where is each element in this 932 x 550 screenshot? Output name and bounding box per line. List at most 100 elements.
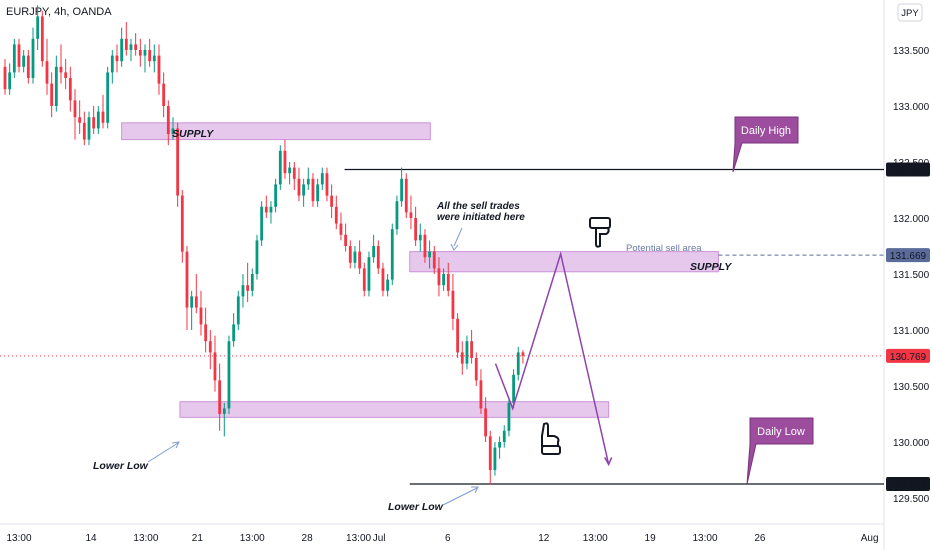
levels-layer bbox=[0, 168, 884, 485]
candle-body bbox=[288, 167, 292, 174]
candle-body bbox=[344, 234, 348, 246]
candle-body bbox=[367, 257, 371, 291]
candle-body bbox=[474, 358, 478, 381]
zone-rect-0 bbox=[121, 122, 431, 141]
candle-body bbox=[409, 212, 413, 218]
lower-low-label-bottom: Lower Low bbox=[388, 501, 444, 513]
x-tick-label: 13:00 bbox=[583, 533, 608, 544]
candle-body bbox=[339, 223, 343, 235]
candle-body bbox=[59, 66, 63, 73]
candle-body bbox=[493, 447, 497, 470]
y-tick-label: 129.500 bbox=[893, 494, 930, 505]
candle-body bbox=[8, 72, 12, 90]
candle-body bbox=[395, 201, 399, 230]
candle-body bbox=[232, 324, 236, 342]
candle-body bbox=[12, 44, 16, 73]
candle-body bbox=[110, 55, 114, 73]
lower-low-left-arrow bbox=[147, 442, 179, 463]
price-tag-dashed-0-text: 131.669 bbox=[890, 251, 927, 262]
candle-body bbox=[138, 50, 142, 56]
candle-body bbox=[101, 111, 105, 123]
sell-trades-note-line1: All the sell trades bbox=[436, 201, 520, 212]
candle-body bbox=[311, 178, 315, 202]
zone-rect-2 bbox=[179, 401, 610, 418]
y-tick-label: 130.000 bbox=[893, 438, 930, 449]
candle-body bbox=[381, 268, 385, 291]
projection-arrowhead bbox=[604, 457, 613, 467]
candle-body bbox=[479, 380, 483, 409]
candle-body bbox=[96, 111, 100, 129]
candle-body bbox=[446, 274, 450, 291]
candle-body bbox=[124, 38, 128, 50]
y-tick-label: 133.000 bbox=[893, 102, 930, 113]
supply-label-right: SUPPLY bbox=[690, 261, 732, 273]
candle-body bbox=[456, 318, 460, 353]
candle-body bbox=[166, 106, 170, 134]
candle-body bbox=[334, 206, 338, 224]
candle-body bbox=[470, 341, 474, 358]
candle-body bbox=[362, 268, 366, 291]
projection-path bbox=[494, 250, 610, 465]
candle-body bbox=[31, 38, 35, 78]
candle-body bbox=[278, 150, 282, 185]
candle-body bbox=[423, 234, 427, 258]
candle-body bbox=[386, 279, 390, 291]
candle-body bbox=[190, 296, 194, 308]
candle-body bbox=[106, 72, 110, 123]
candle-body bbox=[264, 206, 268, 213]
candle-body bbox=[180, 195, 184, 252]
x-tick-label: 14 bbox=[85, 533, 97, 544]
candle-body bbox=[484, 408, 488, 437]
price-tag-current bbox=[886, 348, 930, 363]
candle-body bbox=[488, 436, 492, 470]
candle-body bbox=[213, 352, 217, 381]
candle-body bbox=[260, 206, 264, 241]
candle-body bbox=[502, 430, 506, 442]
price-tag-level-1-text: 129.625 bbox=[890, 480, 927, 491]
time-axis[interactable]: 13:00 14 13:00 21 13:00 28 13:00 Jul 6 12 13:00 19 1… bbox=[6, 533, 878, 544]
projection-layer bbox=[494, 250, 613, 467]
daily-low-label: Daily Low bbox=[757, 426, 805, 438]
candle-body bbox=[241, 285, 245, 297]
x-tick-label: 21 bbox=[192, 533, 204, 544]
candle-body bbox=[358, 251, 362, 269]
candle-body bbox=[87, 117, 91, 140]
x-tick-label: 19 bbox=[645, 533, 657, 544]
candle-body bbox=[269, 206, 273, 213]
candle-body bbox=[302, 184, 306, 196]
x-tick-label: 6 bbox=[445, 533, 451, 544]
candle-body bbox=[26, 55, 30, 78]
candle-body bbox=[3, 66, 7, 90]
candle-body bbox=[376, 246, 380, 269]
sell-trades-note-arrowhead bbox=[450, 243, 459, 251]
currency-button[interactable] bbox=[897, 3, 923, 22]
candle-body bbox=[316, 184, 320, 202]
candle-body bbox=[274, 184, 278, 207]
candle-body bbox=[199, 307, 203, 325]
x-tick-label: 13:00 bbox=[133, 533, 158, 544]
candle-body bbox=[353, 251, 357, 263]
candle-body bbox=[418, 234, 422, 241]
candle-body bbox=[348, 246, 352, 263]
candle-body bbox=[208, 341, 212, 353]
candle-body bbox=[227, 341, 231, 409]
candle-body bbox=[82, 122, 86, 140]
currency-label: JPY bbox=[901, 8, 919, 19]
candle-body bbox=[283, 150, 287, 174]
price-tag-current-text: 130.769 bbox=[890, 352, 927, 363]
candle-body bbox=[218, 380, 222, 414]
price-axis[interactable]: 129.500 130.000 130.500 131.000 131.500 132.0… bbox=[886, 46, 930, 505]
x-tick-label: 28 bbox=[302, 533, 314, 544]
candle-body bbox=[50, 83, 54, 106]
y-tick-label: 131.000 bbox=[893, 326, 930, 337]
price-tag-level-0-text: 132.433 bbox=[890, 166, 927, 177]
candle-body bbox=[437, 268, 441, 286]
hand-pointing-down-icon bbox=[589, 217, 611, 248]
candle-body bbox=[222, 408, 226, 414]
candle-body bbox=[507, 402, 511, 431]
candle-body bbox=[17, 44, 21, 67]
candle-body bbox=[134, 44, 138, 50]
x-tick-label: 12 bbox=[538, 533, 550, 544]
